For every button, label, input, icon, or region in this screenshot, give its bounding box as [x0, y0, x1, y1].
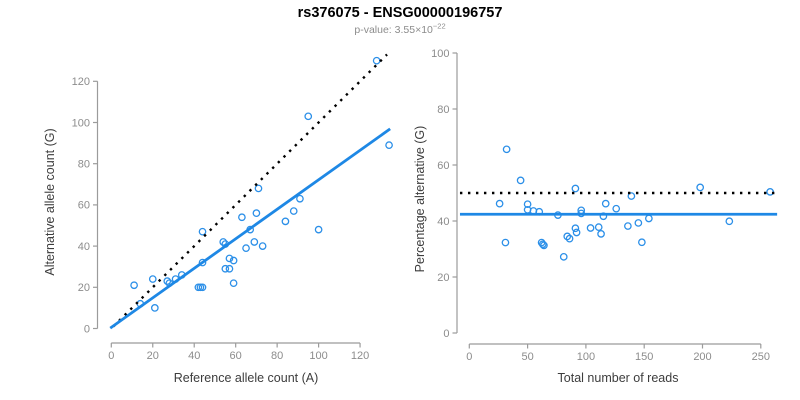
data-point — [612, 204, 621, 213]
data-point — [501, 238, 510, 247]
y-axis-title: Percentage alternative (G) — [413, 126, 427, 273]
data-point — [559, 252, 568, 261]
data-point — [645, 214, 653, 223]
y-tick-label: 80 — [78, 159, 90, 171]
figure-title: rs376075 - ENSG00000196757 — [297, 5, 503, 21]
data-point — [495, 199, 504, 208]
data-point — [229, 256, 238, 265]
data-point — [372, 56, 381, 65]
data-point — [385, 141, 393, 150]
x-tick-label: 120 — [351, 350, 369, 362]
data-point — [516, 176, 525, 185]
data-point — [725, 217, 734, 226]
y-tick-label: 0 — [443, 328, 449, 340]
data-point — [314, 225, 323, 234]
data-point — [254, 184, 263, 193]
data-point — [638, 238, 646, 247]
data-point — [601, 199, 610, 208]
fit-line — [109, 127, 391, 330]
x-tick-label: 100 — [309, 350, 327, 362]
data-point — [238, 213, 246, 222]
data-point — [538, 240, 547, 249]
y-tick-label: 60 — [437, 160, 449, 172]
data-point — [571, 224, 580, 233]
data-point — [225, 254, 234, 263]
x-tick-label: 150 — [635, 351, 653, 363]
y-tick-label: 100 — [72, 117, 90, 129]
y-tick-label: 100 — [431, 48, 449, 60]
figure-subtitle: p-value: 3.55×10−22 — [0, 21, 800, 36]
data-point — [219, 238, 228, 246]
y-tick-label: 80 — [437, 104, 449, 116]
pvalue-exponent: −22 — [432, 21, 446, 31]
data-point — [523, 200, 532, 209]
data-point — [565, 234, 574, 243]
allele-counts-scatter: 0 20 40 60 80 100 120 0 20 40 60 80 100 120 Reference … — [43, 53, 393, 385]
y-tick-label: 0 — [84, 323, 90, 335]
data-point — [563, 232, 572, 241]
data-point — [148, 275, 157, 283]
pvalue-label: p-value: 3.55×10 — [354, 24, 433, 36]
data-point — [627, 192, 636, 200]
x-tick-label: 50 — [521, 351, 533, 363]
data-point — [540, 241, 548, 250]
data-point — [163, 277, 172, 285]
y-tick-label: 20 — [78, 282, 90, 294]
data-point — [281, 217, 290, 226]
reference-dotted-line — [112, 53, 388, 328]
y-tick-label: 40 — [437, 216, 449, 228]
data-point — [198, 227, 207, 236]
data-point — [150, 304, 159, 312]
data-point — [242, 244, 250, 253]
data-point — [696, 183, 705, 192]
x-tick-label: 100 — [577, 351, 595, 363]
x-tick-label: 80 — [271, 350, 283, 362]
percentage-vs-depth-scatter: 0 50 100 150 200 250 0 20 40 60 80 100 Total number … — [413, 48, 778, 385]
data-point — [572, 228, 581, 237]
data-point — [296, 194, 304, 203]
x-tick-label: 40 — [188, 350, 200, 362]
data-point — [594, 223, 603, 232]
x-tick-label: 0 — [108, 350, 114, 362]
y-tick-label: 60 — [78, 200, 90, 212]
data-point — [130, 281, 138, 290]
data-point — [252, 209, 261, 217]
data-point — [258, 242, 267, 250]
data-point — [597, 230, 605, 238]
x-tick-label: 0 — [466, 351, 472, 363]
y-tick-label: 40 — [78, 241, 90, 253]
data-point — [502, 145, 511, 154]
y-axis-title: Alternative allele count (G) — [43, 128, 57, 275]
data-point — [624, 222, 632, 230]
data-point — [304, 112, 313, 121]
data-point — [198, 258, 207, 267]
data-point — [634, 219, 643, 227]
x-axis-title: Reference allele count (A) — [174, 371, 319, 385]
data-point — [198, 283, 207, 292]
data-point — [586, 224, 595, 232]
data-point — [229, 279, 238, 288]
x-tick-label: 20 — [147, 350, 159, 362]
data-point — [289, 207, 298, 215]
x-tick-label: 250 — [752, 351, 770, 363]
y-tick-label: 20 — [437, 272, 449, 284]
data-point — [225, 264, 234, 273]
x-tick-label: 200 — [693, 351, 711, 363]
x-axis-title: Total number of reads — [558, 371, 679, 385]
data-point — [221, 264, 230, 273]
x-tick-label: 60 — [230, 350, 242, 362]
y-tick-label: 120 — [72, 76, 90, 88]
data-point — [571, 184, 580, 193]
data-point — [250, 238, 259, 246]
